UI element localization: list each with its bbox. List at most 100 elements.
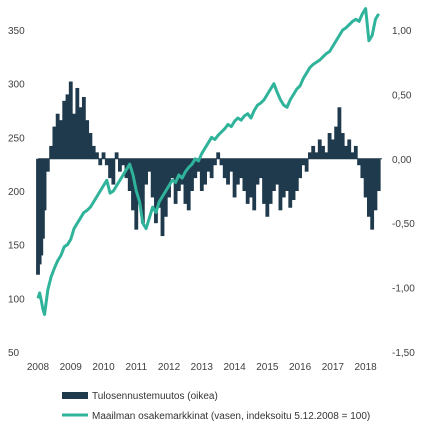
bar [75,87,80,159]
bar [330,139,335,159]
bar [301,158,306,166]
bar [350,152,355,159]
bar [340,133,345,159]
left-tick-label: 300 [8,80,25,91]
bar [344,145,348,159]
bar [278,158,283,211]
x-tick-label: 2008 [27,362,50,373]
bar [262,158,266,204]
bar [85,120,90,159]
x-tick-label: 2014 [223,362,246,373]
bar [235,158,240,185]
bar [265,158,270,217]
bar [327,133,332,159]
bar [334,126,339,159]
bar [226,158,230,185]
bar [249,158,253,198]
bar [144,158,149,185]
bar [183,158,188,204]
bar [42,158,47,211]
bar [370,158,375,230]
bar [81,96,86,159]
legend: Tulosennustemuutos (oikea) Maailman osak… [62,391,370,422]
bar [49,145,54,159]
bar [91,145,96,159]
bar [150,158,155,198]
bar [271,158,276,191]
x-tick-label: 2012 [158,362,181,373]
bar [180,158,185,185]
bar [321,145,325,159]
bar [193,158,198,179]
bar [298,158,302,179]
left-tick-label: 50 [8,348,20,359]
bar [376,158,381,191]
bar [291,158,296,201]
bar [360,158,365,179]
bar [337,107,342,159]
bar [268,158,273,204]
x-tick-label: 2018 [354,362,377,373]
bar [206,158,211,172]
bar [308,152,312,159]
bar [216,152,221,159]
bar [232,158,237,198]
bar [101,152,106,159]
bar [324,152,329,159]
bar [357,158,361,166]
bar [104,158,109,166]
bar [131,158,135,211]
left-tick-label: 200 [8,187,25,198]
left-tick-label: 250 [8,133,25,144]
bar [62,100,67,159]
left-axis-ticks: 350 300 250 200 150 100 50 [8,26,25,359]
bar [114,152,119,159]
bar [118,158,122,172]
bar [108,158,112,179]
bar [163,158,168,217]
right-tick-label: 0,50 [392,90,412,101]
bar [121,158,126,166]
bar [275,158,280,185]
bar [229,158,234,172]
x-tick-label: 2013 [191,362,214,373]
bar [314,152,319,159]
bar [281,158,286,198]
bar [245,158,250,204]
legend-swatch-bars [62,392,88,399]
x-tick-label: 2017 [322,362,345,373]
right-axis-ticks: 1,00 0,50 0,00 -0,50 -1,00 -1,50 [392,26,415,359]
bar [154,158,158,224]
bar [65,94,70,159]
bar [137,158,142,204]
earnings-revision-bars [36,81,381,275]
right-tick-label: -1,50 [392,348,415,359]
bar [366,158,371,217]
bar [167,158,171,198]
bar [127,158,132,191]
world-equity-line [36,7,381,316]
right-tick-label: 0,00 [392,155,412,166]
bar [186,158,191,211]
bar [353,145,358,159]
bar [78,107,83,159]
bar [252,158,257,211]
left-tick-label: 100 [8,294,25,305]
bar [242,158,247,191]
bar [88,133,93,159]
bar [52,126,57,159]
legend-label-line: Maailman osakemarkkinat (vasen, indeksoi… [92,411,370,422]
bar [373,158,378,211]
bar [140,158,145,224]
bar [294,158,299,191]
bar [157,158,162,208]
x-tick-label: 2011 [126,362,148,373]
bar [111,158,116,185]
bar [219,158,224,166]
bar [347,139,352,159]
bar [255,158,260,185]
bar [213,158,217,166]
legend-label-bars: Tulosennustemuutos (oikea) [92,391,218,402]
bar [147,158,152,172]
